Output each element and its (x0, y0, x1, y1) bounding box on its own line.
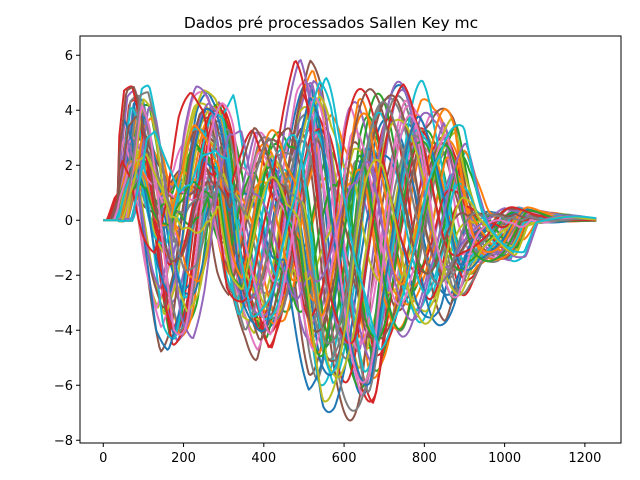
series-line-60 (103, 80, 597, 351)
axes-frame (79, 35, 622, 444)
plot-area (103, 59, 597, 422)
x-tick-label: 200 (171, 451, 196, 466)
y-tick-label: −2 (54, 269, 73, 284)
y-tick-label: 0 (65, 214, 73, 229)
series-line-58 (103, 91, 597, 345)
x-tick-label: 0 (99, 451, 107, 466)
x-tick-label: 400 (251, 451, 276, 466)
x-tick-label: 1200 (568, 451, 601, 466)
y-tick-label: −4 (54, 324, 73, 339)
series-line-53 (103, 144, 597, 358)
series-line-59 (103, 153, 597, 403)
chart-title: Dados pré processados Sallen Key mc (184, 14, 478, 32)
series-line-56 (103, 86, 597, 333)
series-line-36 (103, 107, 597, 341)
x-tick-label: 1000 (488, 451, 521, 466)
y-axis: −8 −6 −4 −2 0 2 4 6 (54, 49, 80, 449)
y-tick-label: 4 (65, 104, 73, 119)
x-axis: 0 200 400 600 800 1000 1200 (99, 443, 601, 466)
x-tick-label: 600 (332, 451, 357, 466)
y-tick-label: −6 (54, 379, 73, 394)
y-tick-label: 6 (65, 49, 73, 64)
x-tick-label: 800 (412, 451, 437, 466)
y-tick-label: −8 (54, 434, 73, 449)
series-line-57 (103, 96, 597, 384)
y-tick-label: 2 (65, 159, 73, 174)
